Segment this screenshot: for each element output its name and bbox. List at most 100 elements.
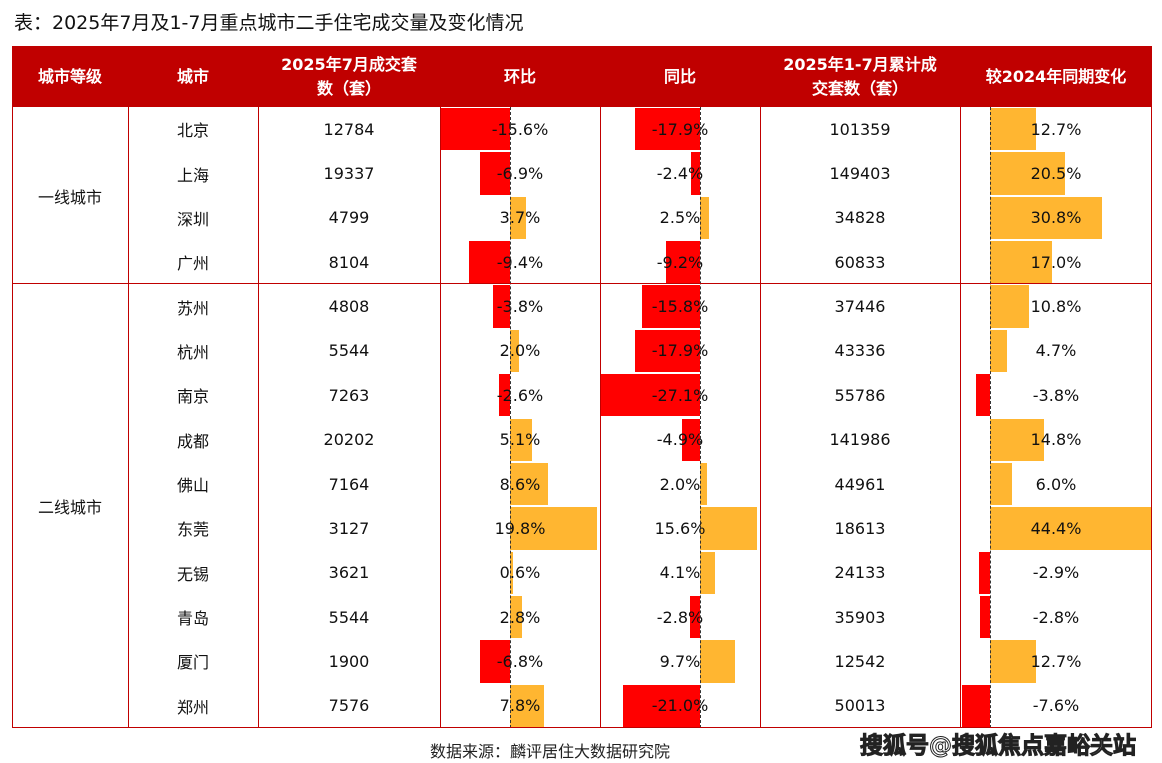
- city-name: 深圳: [176, 209, 209, 229]
- mom-label: -6.9%: [496, 164, 544, 184]
- yoy-bar: [700, 462, 708, 506]
- city-name: 北京: [176, 121, 209, 141]
- ytd-change-label: 17.0%: [1030, 252, 1082, 272]
- july-volume: 1900: [328, 651, 370, 671]
- mom-label: 0.6%: [499, 563, 541, 583]
- ytd-change-label: 10.8%: [1030, 297, 1082, 317]
- yoy-bar: [700, 196, 710, 240]
- yoy-label: -4.9%: [656, 430, 704, 450]
- ytd_chg-bar: [990, 418, 1045, 461]
- mom-label: 19.8%: [494, 518, 546, 538]
- yoy-label: -2.8%: [656, 607, 704, 627]
- column-divider: [1151, 107, 1152, 728]
- city-name: 杭州: [176, 342, 209, 362]
- ytd-change-label: -7.6%: [1032, 696, 1080, 716]
- mom-bar: [510, 595, 523, 639]
- ytd-volume: 18613: [834, 518, 886, 538]
- table-title: 表：2025年7月及1-7月重点城市二手住宅成交量及变化情况: [14, 12, 524, 34]
- mom-label: 8.6%: [499, 474, 541, 494]
- source-note: 数据来源：麟评居住大数据研究院: [430, 742, 671, 761]
- column-header: 同比: [600, 46, 760, 107]
- yoy-bar: [634, 108, 700, 151]
- city-name: 东莞: [176, 520, 209, 540]
- mom-bar: [479, 152, 510, 195]
- yoy-label: 2.0%: [659, 474, 701, 494]
- ytd-volume: 55786: [834, 385, 886, 405]
- mom-bar: [493, 285, 510, 328]
- july-volume: 3621: [328, 563, 370, 583]
- ytd_chg-bar: [990, 462, 1012, 506]
- zero-axis: [700, 107, 701, 728]
- ytd_chg-bar: [990, 329, 1008, 373]
- ytd-volume: 43336: [834, 341, 886, 361]
- ytd-change-label: 20.5%: [1030, 164, 1082, 184]
- july-volume: 4808: [328, 297, 370, 317]
- ytd_chg-bar: [979, 551, 990, 594]
- yoy-bar: [666, 241, 700, 284]
- mom-label: -3.8%: [496, 297, 544, 317]
- mom-bar: [510, 418, 533, 461]
- yoy-label: 15.6%: [654, 518, 706, 538]
- yoy-bar: [700, 640, 736, 683]
- city-name: 佛山: [176, 476, 209, 496]
- july-volume: 7164: [328, 474, 370, 494]
- july-volume: 19337: [323, 164, 375, 184]
- ytd-change-label: -2.9%: [1032, 563, 1080, 583]
- mom-label: -15.6%: [491, 119, 549, 139]
- city-name: 苏州: [176, 298, 209, 318]
- yoy-bar: [634, 329, 700, 373]
- ytd-volume: 149403: [829, 164, 891, 184]
- column-header: 较2024年同期变化: [960, 46, 1152, 107]
- ytd-change-label: 14.8%: [1030, 430, 1082, 450]
- yoy-bar: [700, 551, 715, 594]
- zero-axis: [510, 107, 511, 728]
- mom-label: 3.7%: [499, 208, 541, 228]
- ytd_chg-bar: [990, 152, 1065, 195]
- yoy-label: -17.9%: [651, 341, 709, 361]
- mom-label: 2.0%: [499, 341, 541, 361]
- city-name: 厦门: [176, 653, 209, 673]
- ytd_chg-bar: [990, 640, 1037, 683]
- ytd-change-label: 30.8%: [1030, 208, 1082, 228]
- mom-label: 5.1%: [499, 430, 541, 450]
- mom-bar: [468, 241, 510, 284]
- city-name: 广州: [176, 254, 209, 274]
- july-volume: 8104: [328, 252, 370, 272]
- yoy-label: 9.7%: [659, 651, 701, 671]
- city-name: 上海: [176, 165, 209, 185]
- ytd-change-label: -2.8%: [1032, 607, 1080, 627]
- mom-bar: [498, 374, 510, 417]
- city-name: 郑州: [176, 697, 209, 717]
- mom-bar: [441, 108, 510, 151]
- ytd_chg-bar: [979, 595, 990, 639]
- ytd_chg-bar: [990, 507, 1153, 550]
- ytd-change-label: -3.8%: [1032, 385, 1080, 405]
- yoy-bar: [642, 285, 700, 328]
- yoy-label: -15.8%: [651, 297, 709, 317]
- july-volume: 12784: [323, 119, 375, 139]
- mom-bar: [480, 640, 510, 683]
- tier-divider: [12, 283, 1152, 285]
- city-name: 青岛: [176, 609, 209, 629]
- column-divider: [12, 107, 13, 728]
- yoy-label: -2.4%: [656, 164, 704, 184]
- ytd-volume: 60833: [834, 252, 886, 272]
- july-volume: 7263: [328, 385, 370, 405]
- ytd_chg-bar: [976, 374, 990, 417]
- mom-bar: [510, 551, 513, 594]
- column-divider: [960, 107, 961, 728]
- july-volume: 5544: [328, 341, 370, 361]
- ytd_chg-bar: [990, 108, 1037, 151]
- yoy-bar: [691, 152, 700, 195]
- ytd-change-label: 12.7%: [1030, 651, 1082, 671]
- ytd_chg-bar: [990, 241, 1053, 284]
- ytd-volume: 12542: [834, 651, 886, 671]
- ytd-change-label: 12.7%: [1030, 119, 1082, 139]
- ytd-volume: 101359: [829, 119, 891, 139]
- ytd-volume: 50013: [834, 696, 886, 716]
- yoy-label: -27.1%: [651, 385, 709, 405]
- ytd-volume: 24133: [834, 563, 886, 583]
- tier-label: 二线城市: [37, 498, 102, 518]
- yoy-label: 2.5%: [659, 208, 701, 228]
- mom-bar: [510, 329, 519, 373]
